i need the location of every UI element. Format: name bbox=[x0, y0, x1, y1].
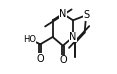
Text: N: N bbox=[69, 32, 77, 42]
Text: N: N bbox=[59, 9, 67, 19]
Text: O: O bbox=[59, 55, 67, 65]
Text: HO: HO bbox=[23, 35, 36, 44]
Text: S: S bbox=[83, 10, 89, 20]
Text: O: O bbox=[37, 54, 44, 64]
